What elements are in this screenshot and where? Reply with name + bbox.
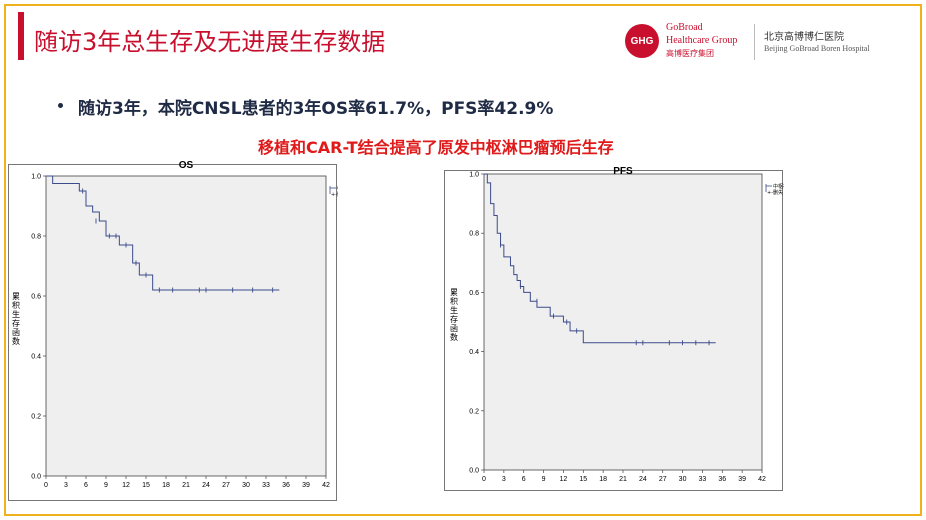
x-tick-label: 24 — [202, 482, 210, 489]
y-axis-label-char: 函 — [12, 328, 20, 337]
os-chart-svg: OS0.00.20.40.60.81.00 3 6 9 12 15 18 21 24 27 30 33… — [8, 160, 338, 501]
y-axis-label-char: 积 — [12, 300, 20, 310]
x-tick-label: 30 — [242, 482, 250, 489]
survival-curve — [484, 173, 716, 344]
gobroad-logo-icon: GHG — [625, 24, 659, 58]
y-tick-label: 0.2 — [469, 408, 479, 415]
x-tick-label: 24 — [639, 476, 647, 483]
y-tick-label: 0.0 — [31, 474, 41, 481]
page-title: 随访3年总生存及无进展生存数据 — [34, 28, 386, 56]
x-tick-label: 9 — [104, 482, 108, 489]
hospital-name-en: Beijing GoBroad Boren Hospital — [764, 44, 870, 53]
y-tick-label: 1.0 — [469, 172, 479, 179]
y-axis-label-char: 存 — [12, 318, 20, 328]
x-tick-label: 27 — [659, 476, 667, 483]
x-tick-label: 3 — [64, 482, 68, 489]
y-tick-label: 0.2 — [31, 414, 41, 421]
y-tick-label: 1.0 — [31, 174, 41, 181]
y-axis-label-char: 积 — [450, 296, 458, 306]
y-axis-label-char: 存 — [450, 314, 458, 324]
hospital-name-cn: 北京高博博仁医院 — [764, 32, 844, 43]
legend-entry: +-删失 — [331, 191, 338, 198]
y-tick-label: 0.4 — [469, 349, 479, 356]
x-tick-label: 21 — [182, 482, 190, 489]
x-tick-label: 12 — [560, 476, 568, 483]
x-tick-label: 3 — [502, 476, 506, 483]
x-tick-label: 33 — [262, 482, 270, 489]
y-tick-label: 0.8 — [31, 234, 41, 241]
y-axis-label-char: 累 — [450, 288, 458, 297]
logo-text-cn: 高博医疗集团 — [666, 49, 714, 58]
bullet-text: 随访3年，本院CNSL患者的3年OS率61.7%，PFS率42.9% — [78, 99, 554, 119]
pfs-chart: PFS 0.0 0.2 0.4 0.6 0.8 1.0 0 3 6 9 12 15 18 21 24 27 30 3… — [444, 162, 784, 492]
logo-divider — [754, 24, 755, 60]
x-tick-label: 39 — [302, 482, 310, 489]
x-tick-label: 15 — [579, 476, 587, 483]
x-tick-label: 27 — [222, 482, 230, 489]
title-accent-bar — [18, 12, 24, 60]
plot-area — [483, 173, 763, 471]
x-tick-label: 0 — [44, 482, 48, 489]
y-axis-label-char: 数 — [450, 332, 458, 342]
os-chart: OS 0.0 0.2 0.4 0.6 0.8 1.0 0 3 6 9 12 15 18 21 24 27 30 33… — [8, 156, 338, 502]
y-axis-label-char: 生 — [450, 305, 458, 315]
y-axis-label-char: 累 — [12, 292, 20, 301]
x-tick-label: 18 — [162, 482, 170, 489]
y-tick-label: 0.8 — [469, 231, 479, 238]
subtitle: 移植和CAR-T结合提高了原发中枢淋巴瘤预后生存 — [258, 138, 614, 157]
y-axis-label-char: 数 — [12, 336, 20, 346]
y-tick-label: 0.0 — [469, 468, 479, 475]
bullet-dot — [58, 103, 63, 108]
legend-entry: 中枢神经系统累及B-NHL — [773, 183, 784, 190]
chart-title: OS — [179, 160, 194, 171]
x-tick-label: 6 — [84, 482, 88, 489]
logo-text-en-line2: Healthcare Group — [666, 35, 738, 46]
x-tick-label: 30 — [679, 476, 687, 483]
x-tick-label: 42 — [322, 482, 330, 489]
y-tick-label: 0.6 — [31, 294, 41, 301]
plot-area — [45, 175, 327, 477]
legend-entry: 中枢神经系统累及B-NHL — [337, 185, 338, 192]
survival-curve — [46, 175, 280, 291]
y-axis-label-char: 函 — [450, 324, 458, 333]
y-tick-label: 0.4 — [31, 354, 41, 361]
x-tick-label: 0 — [482, 476, 486, 483]
x-tick-label: 21 — [619, 476, 627, 483]
x-tick-label: 15 — [142, 482, 150, 489]
x-tick-label: 39 — [738, 476, 746, 483]
x-tick-label: 6 — [522, 476, 526, 483]
x-tick-label: 18 — [599, 476, 607, 483]
x-tick-label: 42 — [758, 476, 766, 483]
logo-text-en-line1: GoBroad — [666, 22, 703, 33]
x-tick-label: 12 — [122, 482, 130, 489]
chart-title: PFS — [613, 166, 633, 177]
x-tick-label: 9 — [542, 476, 546, 483]
y-axis-label-char: 生 — [12, 309, 20, 319]
y-tick-label: 0.6 — [469, 290, 479, 297]
x-tick-label: 33 — [699, 476, 707, 483]
x-tick-label: 36 — [282, 482, 290, 489]
x-tick-label: 36 — [718, 476, 726, 483]
legend-entry: +-删失 — [767, 189, 783, 196]
